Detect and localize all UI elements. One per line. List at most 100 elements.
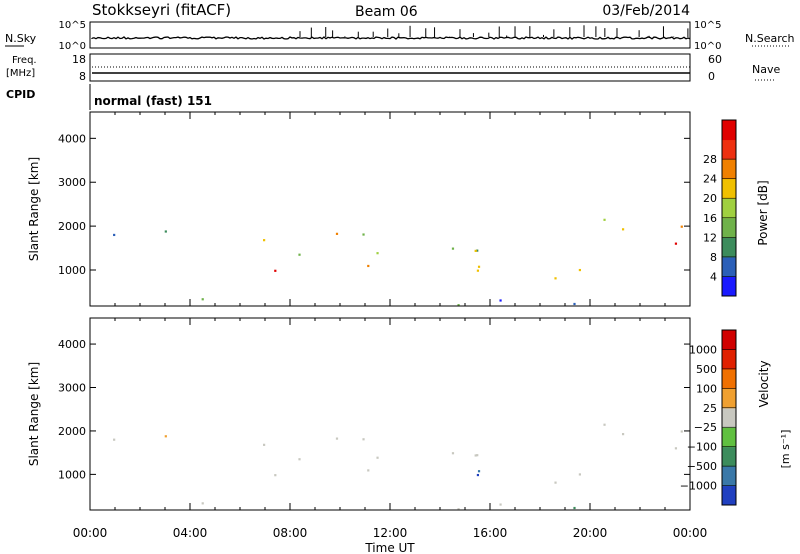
power-colorbar-tick-label: 4 <box>710 270 717 283</box>
velocity-echo <box>335 437 339 440</box>
y-tick-label: 1000 <box>58 468 86 481</box>
freq-unit-label: [MHz] <box>6 68 35 79</box>
x-tick-label: 12:00 <box>373 526 408 540</box>
velocity-axes: 1000 2000 3000 4000 <box>58 338 690 481</box>
y-tick-label: 3000 <box>58 176 86 189</box>
power-echo <box>476 249 479 252</box>
velocity-colorbar-tick-label: 100 <box>696 382 717 395</box>
power-echo <box>113 233 116 237</box>
nsky-panel-frame <box>89 21 691 49</box>
beam-title: Beam 06 <box>355 4 418 20</box>
velocity-echo <box>474 454 477 457</box>
velocity-echo <box>274 474 277 477</box>
x-tick-label: 00:00 <box>73 526 108 540</box>
velocity-echo <box>476 473 480 477</box>
velocity-echo <box>451 452 455 455</box>
velocity-echo <box>201 502 204 505</box>
velocity-colorbar-tick-label: −1000 <box>680 480 717 493</box>
power-ylabel: Slant Range [km] <box>27 157 41 261</box>
velocity-colorbar-tick-label: −500 <box>687 460 717 473</box>
velocity-colorbar-tick-label: −25 <box>694 421 717 434</box>
freq-left-tick-bottom: 8 <box>79 70 86 83</box>
y-tick-label: 3000 <box>58 382 86 395</box>
velocity-colorbar-tick-label: 1000 <box>689 343 717 356</box>
power-echo <box>457 304 460 307</box>
x-tick-label: 00:00 <box>673 526 708 540</box>
power-colorbar-tick-label: 12 <box>703 231 717 244</box>
power-colorbar-tick-label: 16 <box>703 212 717 225</box>
x-tick-label: 16:00 <box>473 526 508 540</box>
time-axis: 00:00 04:00 08:00 12:00 16:00 20:00 00:00 <box>73 112 708 540</box>
velocity-colorbar-segment <box>722 446 736 467</box>
power-echo <box>367 264 370 268</box>
power-colorbar-tick-label: 28 <box>703 153 717 166</box>
nsearch-label: N.Search <box>745 32 795 45</box>
power-echo <box>603 218 606 221</box>
nsky-right-tick-bottom: 10^0 <box>694 41 721 52</box>
velocity-echo <box>376 456 379 459</box>
velocity-echo <box>113 438 116 441</box>
station-title: Stokkseyri (fitACF) <box>92 1 231 19</box>
velocity-panel-frame <box>89 317 691 511</box>
power-colorbar-segment <box>722 159 736 180</box>
power-colorbar-segment <box>722 217 736 238</box>
velocity-echo <box>457 508 460 511</box>
velocity-colorbar-label: Velocity <box>757 360 771 407</box>
power-echo <box>451 247 455 250</box>
y-tick-label: 2000 <box>58 220 86 233</box>
y-tick-label: 2000 <box>58 425 86 438</box>
power-echo <box>477 265 481 268</box>
power-panel-frame <box>89 111 691 307</box>
freq-label: Freq. <box>12 55 37 66</box>
velocity-echo <box>554 481 557 484</box>
power-echo <box>474 249 477 252</box>
velocity-data <box>113 423 683 511</box>
velocity-colorbar-tick-label: 25 <box>703 402 717 415</box>
power-colorbar-segment <box>722 178 736 199</box>
velocity-echo <box>680 430 683 433</box>
power-echo <box>578 268 582 272</box>
power-echo <box>680 225 683 228</box>
power-echo <box>476 269 480 272</box>
power-colorbar-tick-label: 20 <box>703 192 717 205</box>
velocity-colorbar-segment <box>722 349 736 370</box>
velocity-echo <box>362 438 365 441</box>
power-echo <box>554 277 557 280</box>
velocity-colorbar: −1000 −500 −100 −25 25 100 500 1000 <box>680 329 737 506</box>
power-echo <box>362 233 365 236</box>
time-axis-label: Time UT <box>364 541 415 554</box>
power-echo <box>335 232 339 235</box>
velocity-echo <box>499 503 502 506</box>
freq-right-tick-bottom: 0 <box>708 70 715 83</box>
velocity-colorbar-segment <box>722 427 736 448</box>
y-tick-label: 4000 <box>58 132 86 145</box>
velocity-echo <box>603 423 606 426</box>
power-echo <box>499 299 502 302</box>
power-echo <box>263 239 266 242</box>
x-tick-label: 20:00 <box>573 526 608 540</box>
power-echo <box>274 269 277 272</box>
power-echo <box>164 230 167 233</box>
cpid-value: normal (fast) 151 <box>94 94 212 108</box>
velocity-echo <box>476 454 479 457</box>
velocity-colorbar-segment <box>722 330 736 350</box>
power-data <box>113 218 683 307</box>
velocity-colorbar-segment <box>722 368 736 389</box>
nsky-left-tick-bottom: 10^0 <box>59 41 86 52</box>
power-colorbar: 4 8 12 16 20 24 28 <box>703 119 737 297</box>
velocity-echo <box>477 470 481 473</box>
freq-left-tick-top: 18 <box>72 53 86 66</box>
power-colorbar-segment <box>722 139 736 160</box>
velocity-echo <box>573 506 576 510</box>
power-colorbar-segment <box>722 120 736 141</box>
nave-label: Nave <box>752 63 780 76</box>
velocity-echo <box>367 469 370 472</box>
power-colorbar-frame <box>721 119 737 297</box>
nsky-right-tick-top: 10^5 <box>694 20 721 31</box>
velocity-colorbar-segment <box>722 485 736 506</box>
power-colorbar-tick-label: 24 <box>703 173 717 186</box>
nsky-trace <box>91 25 691 40</box>
power-colorbar-label: Power [dB] <box>756 180 770 245</box>
velocity-echo <box>674 447 678 450</box>
